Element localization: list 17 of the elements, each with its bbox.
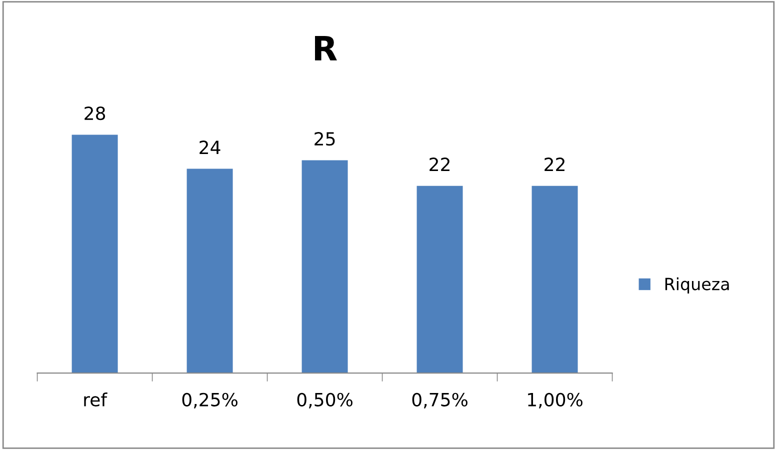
x-tick-label: 1,00% [528, 392, 582, 408]
data-label: 22 [430, 158, 450, 171]
bar [302, 160, 348, 374]
bar [416, 186, 463, 374]
bar [532, 186, 578, 374]
x-tick-label: ref [84, 392, 108, 406]
x-tick-label: 0,75% [412, 392, 468, 408]
data-label: 22 [544, 158, 564, 171]
chart-title: R [315, 36, 337, 60]
x-tick-label: 0,25% [182, 392, 238, 408]
data-label: 28 [84, 106, 106, 120]
bar [186, 168, 233, 374]
x-tick-label: 0,50% [297, 392, 352, 408]
data-label: 24 [200, 140, 220, 154]
data-label: 25 [314, 132, 335, 146]
legend-label: Riqueza [665, 277, 729, 294]
bar [72, 134, 118, 374]
